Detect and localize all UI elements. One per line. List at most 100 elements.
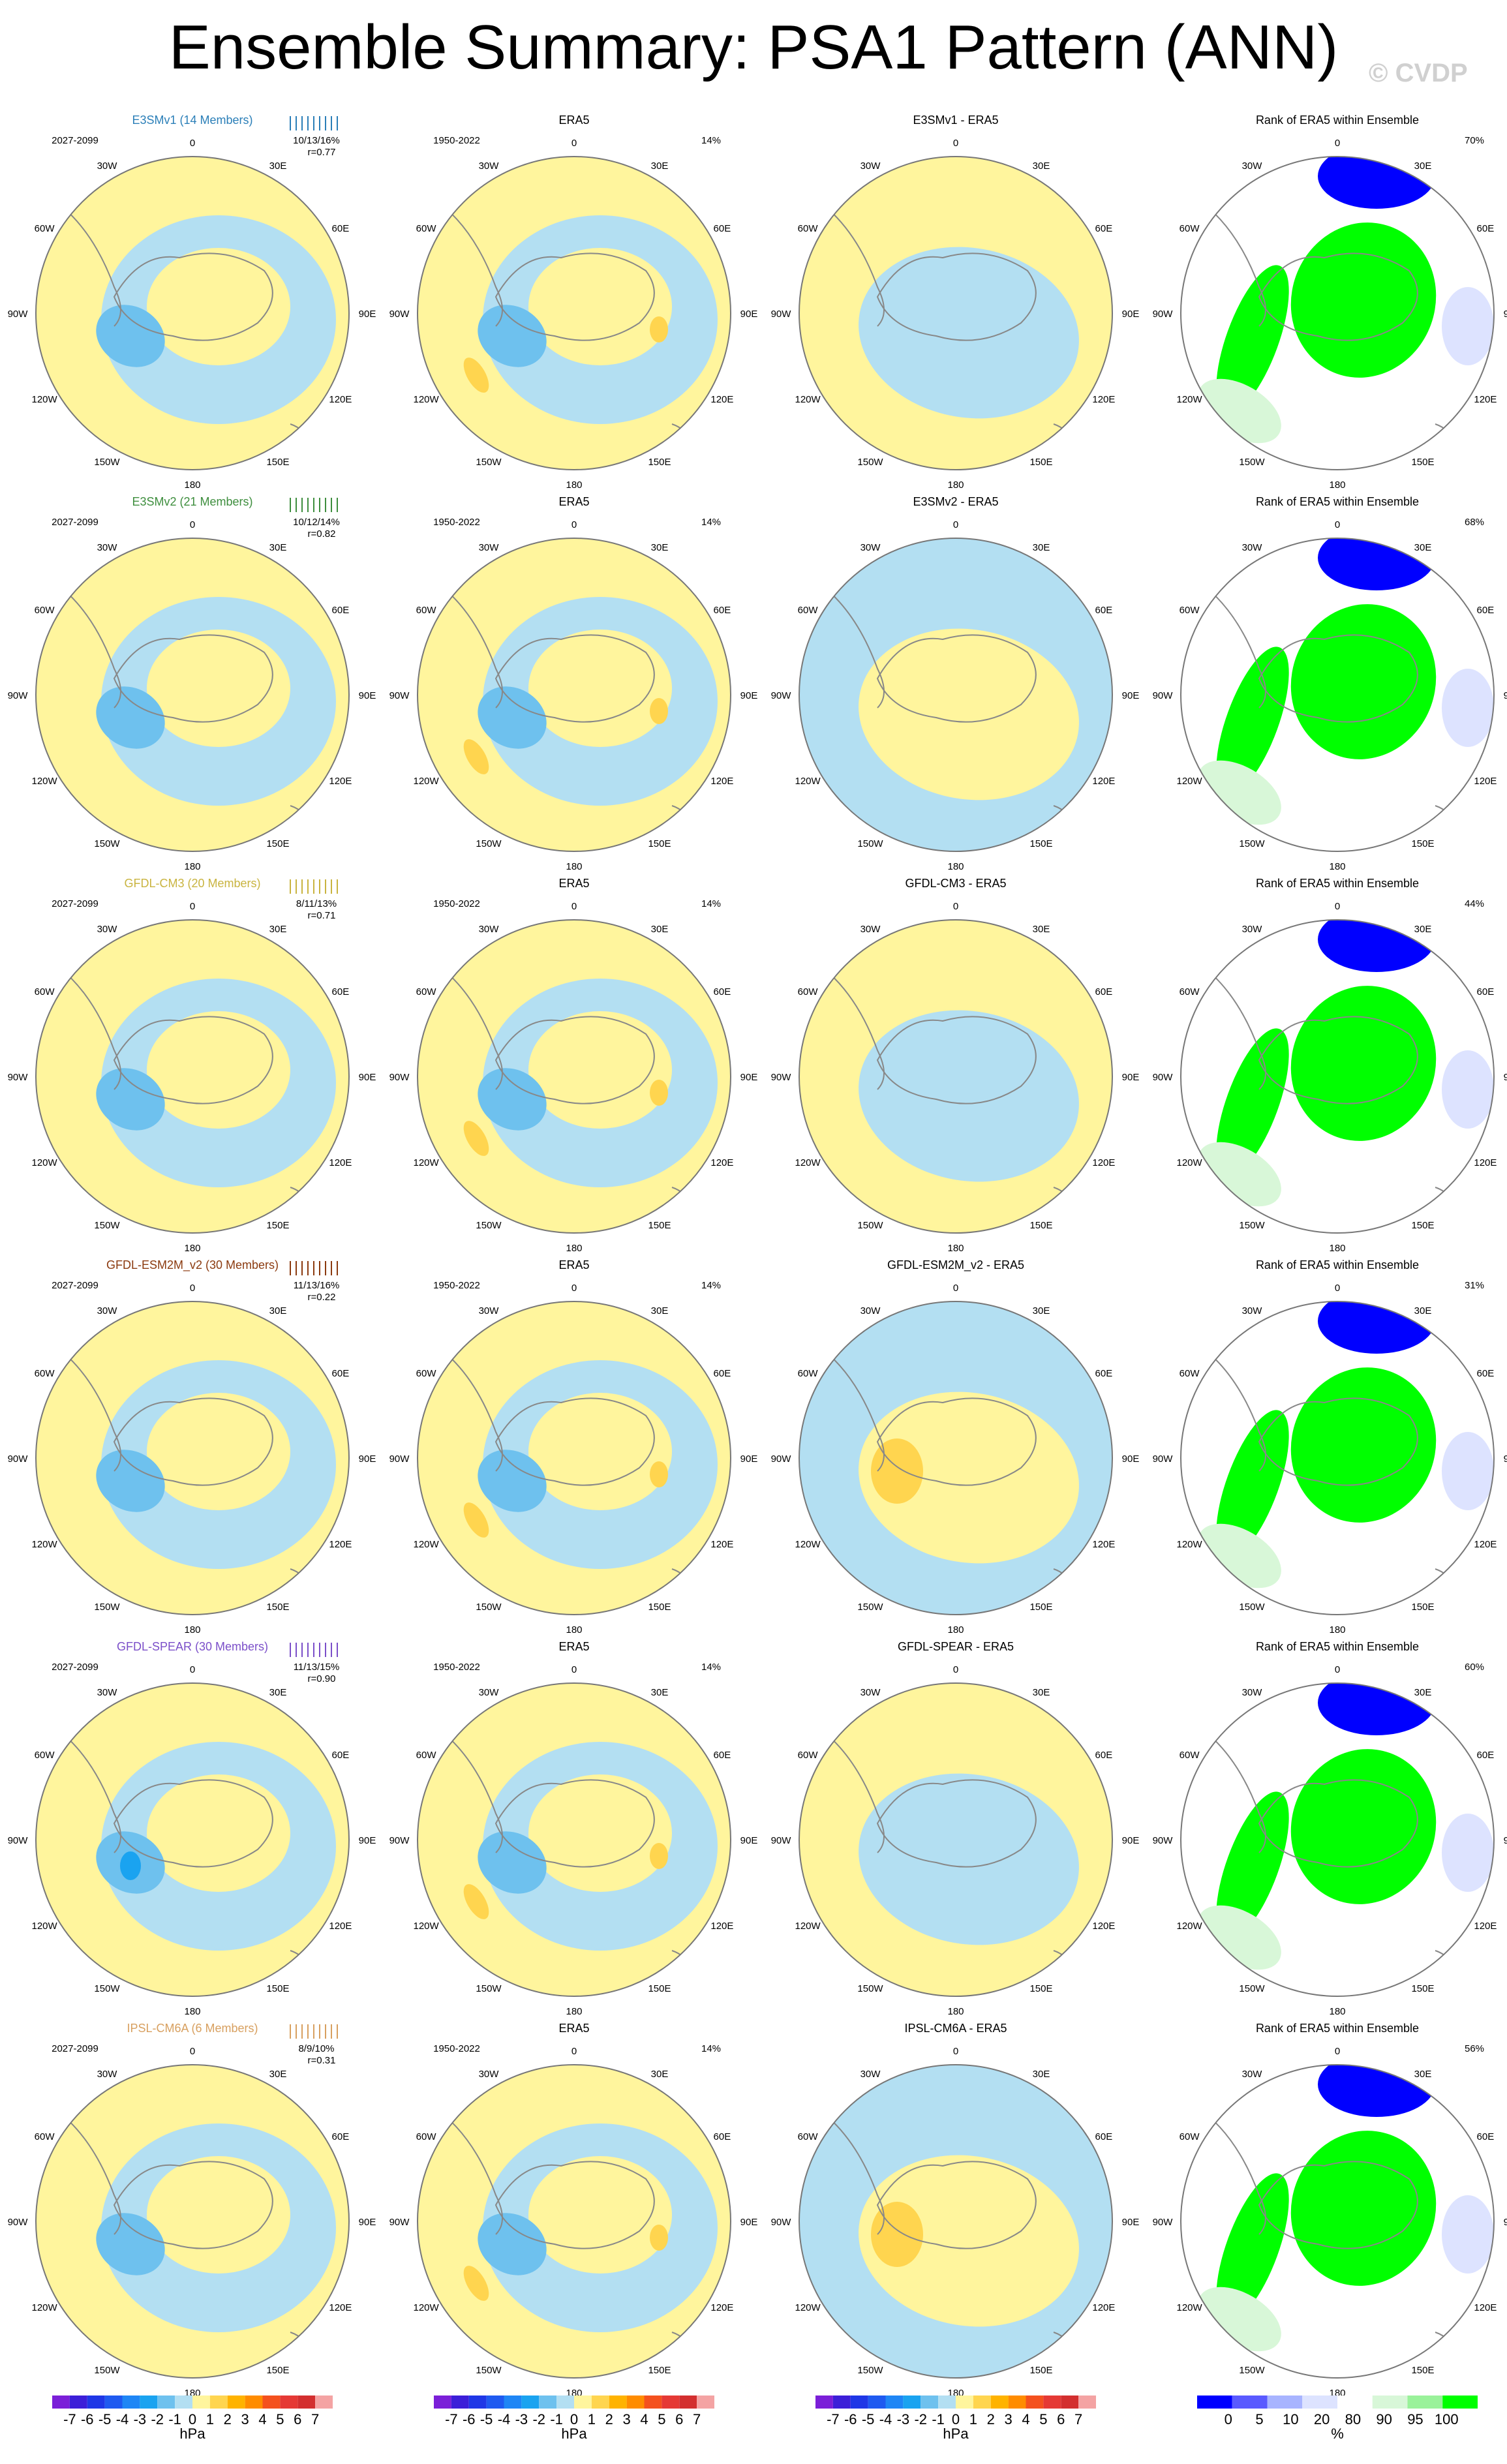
rank-green-region (1216, 646, 1289, 795)
longitude-label: 180 (947, 1243, 964, 1254)
longitude-label: 60E (1095, 1750, 1113, 1761)
longitude-label: 90W (771, 1453, 792, 1465)
rank-map-fill (1181, 157, 1494, 470)
pattern-correlation: r=0.90 (308, 1673, 336, 1684)
colorbar-tick-label: 4 (640, 2411, 648, 2427)
longitude-label: 90E (1504, 1072, 1507, 1083)
rank-title: Rank of ERA5 within Ensemble (1256, 114, 1419, 127)
longitude-label: 60W (35, 605, 55, 616)
longitude-label: 60E (1477, 223, 1495, 234)
rank-map-fill (1181, 1301, 1494, 1615)
longitude-label: 150W (94, 457, 120, 468)
pattern-correlation: r=0.31 (308, 2055, 336, 2066)
longitude-label: 90W (389, 309, 410, 320)
colorbar-swatch (1407, 2396, 1443, 2409)
obs-pct-explained: 14% (701, 135, 721, 146)
longitude-label: 120W (414, 394, 440, 405)
negative-core (478, 1450, 547, 1512)
rank-map-fill (1181, 538, 1494, 851)
longitude-label: 90E (740, 1453, 758, 1465)
negative-core (96, 1450, 165, 1512)
longitude-label: 90W (8, 1835, 29, 1846)
longitude-label: 60W (1180, 1750, 1200, 1761)
longitude-label: 120W (795, 1921, 821, 1932)
longitude-label: 30E (651, 160, 669, 172)
longitude-label: 120W (1177, 776, 1203, 787)
longitude-label: 0 (953, 1283, 958, 1294)
longitude-label: 150E (266, 1220, 289, 1231)
antarctica-coastline (113, 1397, 273, 1486)
map-border (35, 2064, 350, 2379)
longitude-label: 120W (795, 776, 821, 787)
colorbar-swatch (1267, 2396, 1303, 2409)
longitude-label: 150W (1239, 838, 1265, 849)
colorbar-swatch (209, 2396, 228, 2409)
model-panel: GFDL-ESM2M_v2 (30 Members) 2027-2099 11/13… (8, 1258, 376, 1635)
antarctica-coastline (876, 252, 1037, 341)
colorbar-tick-label: 2 (224, 2411, 232, 2427)
diff-panel: IPSL-CM6A - ERA5030E60E90E120E150E180150… (771, 2022, 1140, 2399)
antarctica-coastline (1258, 1016, 1418, 1104)
longitude-label: 120W (795, 1157, 821, 1168)
longitude-label: 30W (479, 1305, 500, 1316)
longitude-label: 150E (266, 1602, 289, 1613)
colorbar-swatch (850, 2396, 868, 2409)
diff-panel: E3SMv1 - ERA5 0 30E 60E 90E 120E 150E 180 150W 12… (771, 114, 1140, 491)
colorbar-swatch (938, 2396, 956, 2409)
longitude-label: 120W (32, 1921, 58, 1932)
longitude-label: 30E (651, 924, 669, 935)
colorbar-tick-label: 5 (1039, 2411, 1047, 2427)
longitude-label: 120W (795, 1539, 821, 1550)
longitude-label: 90W (1153, 2217, 1174, 2228)
antarctica-coastline (876, 634, 1037, 723)
colorbar-tick-label: 6 (294, 2411, 301, 2427)
longitude-label: 90W (1153, 309, 1174, 320)
longitude-label: 90E (1122, 2217, 1140, 2228)
positive-core (650, 316, 668, 342)
longitude-label: 120E (710, 776, 733, 787)
map-border (417, 538, 731, 852)
model-years: 2027-2099 (52, 1662, 99, 1673)
obs-panel: ERA5 1950-2022 14% 0 30E 60E 90E 120E 150E 180 150… (389, 1640, 758, 2017)
colorbar-tick-label: 0 (952, 2411, 960, 2427)
longitude-label: 0 (953, 1664, 958, 1675)
obs-map-fill (418, 157, 731, 470)
longitude-label: 150E (1029, 1983, 1052, 1994)
longitude-label: 60E (1095, 986, 1113, 997)
longitude-label: 150W (1239, 457, 1265, 468)
longitude-label: 120E (329, 776, 352, 787)
longitude-label: 150E (648, 1602, 671, 1613)
longitude-label: 120W (32, 1157, 58, 1168)
longitude-label: 60W (798, 986, 819, 997)
diff-positive-core (871, 1438, 923, 1504)
longitude-label: 150E (266, 2365, 289, 2376)
model-map-fill (36, 920, 349, 1233)
longitude-label: 180 (566, 2006, 582, 2017)
longitude-label: 120W (414, 1921, 440, 1932)
longitude-label: 180 (1329, 1243, 1345, 1254)
longitude-label: 0 (571, 138, 577, 149)
rank-title: Rank of ERA5 within Ensemble (1256, 495, 1419, 508)
longitude-label: 60E (714, 1750, 731, 1761)
colorbar-tick-label: -3 (134, 2411, 147, 2427)
longitude-label: 30E (1414, 1305, 1432, 1316)
longitude-label: 120E (1092, 1157, 1115, 1168)
longitude-label: 120W (795, 2302, 821, 2313)
pattern-correlation: r=0.77 (308, 147, 336, 158)
longitude-label: 60E (332, 986, 350, 997)
longitude-label: 0 (190, 2046, 195, 2057)
longitude-label: 30W (479, 1687, 500, 1698)
colorbar-tick-label: 6 (675, 2411, 683, 2427)
longitude-label: 120E (1474, 1539, 1497, 1550)
model-years: 2027-2099 (52, 2043, 99, 2054)
longitude-label: 150E (266, 457, 289, 468)
colorbar-tick-label: 10 (1283, 2411, 1298, 2427)
colorbar-tick-label: -5 (862, 2411, 875, 2427)
longitude-label: 30W (479, 160, 500, 172)
longitude-label: 30W (1242, 1305, 1263, 1316)
model-panel: E3SMv1 (14 Members) 2027-2099 10/13/16%r=0… (8, 114, 376, 491)
positive-anomaly-region (147, 2156, 290, 2274)
rank-percent: 44% (1465, 898, 1484, 909)
rank-blue-region (1318, 920, 1435, 972)
longitude-label: 0 (571, 1283, 577, 1294)
